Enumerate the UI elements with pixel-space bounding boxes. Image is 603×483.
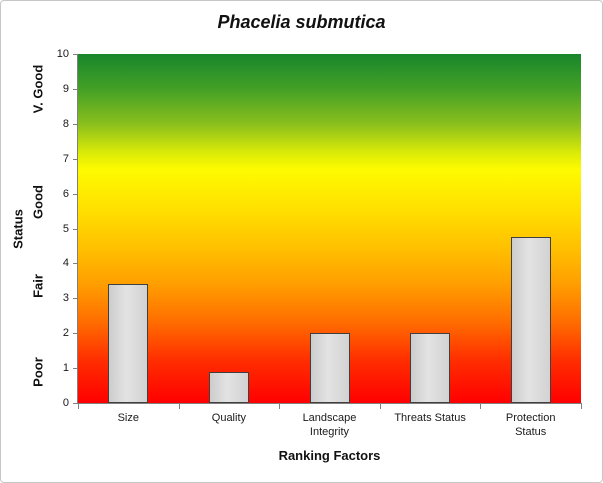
y-tick-label: 6 xyxy=(62,187,69,200)
y-tick-mark xyxy=(73,88,78,90)
y-tick-mark xyxy=(73,298,78,300)
y-tick-mark xyxy=(73,123,78,125)
y-tick-mark xyxy=(73,403,78,404)
y-tick-mark xyxy=(73,54,78,55)
y-tick-mark xyxy=(73,228,78,230)
y-tick-label: 2 xyxy=(62,327,69,340)
band-label-v-good: V. Good xyxy=(30,64,46,114)
y-tick-label: 7 xyxy=(62,152,69,165)
chart-title: Phacelia submutica xyxy=(217,12,386,32)
y-tick-label: 10 xyxy=(56,48,69,60)
bar-quality xyxy=(208,371,249,403)
y-tick-mark xyxy=(73,193,78,195)
y-tick-label: 1 xyxy=(62,362,69,375)
bar-landscape-integrity xyxy=(309,333,350,403)
y-tick-mark xyxy=(73,158,78,160)
x-category-label-quality: Quality xyxy=(211,412,247,424)
y-tick-label: 3 xyxy=(62,292,69,305)
x-tick-mark xyxy=(379,404,381,409)
x-axis-title: Ranking Factors xyxy=(278,448,381,463)
x-category-label-threats-status: Threats Status xyxy=(394,412,466,424)
band-label-good: Good xyxy=(30,185,46,220)
bar-threats-status xyxy=(410,333,451,403)
x-category-label-protection-status: Protection Status xyxy=(505,412,556,438)
x-category-label-size: Size xyxy=(117,412,139,424)
band-label-poor: Poor xyxy=(30,356,46,387)
x-tick-mark xyxy=(279,404,281,409)
y-tick-label: 4 xyxy=(62,257,69,270)
x-tick-mark xyxy=(78,404,79,409)
y-tick-mark xyxy=(73,368,78,370)
y-axis-title: Status xyxy=(10,209,26,249)
y-tick-label: 0 xyxy=(62,397,69,409)
x-category-label-landscape-integrity: Landscape Integrity xyxy=(302,412,357,438)
band-label-fair: Fair xyxy=(30,274,46,298)
y-tick-label: 5 xyxy=(62,222,69,235)
x-tick-mark xyxy=(480,404,482,409)
x-tick-mark xyxy=(581,404,582,409)
x-axis-line xyxy=(77,403,582,404)
y-tick-mark xyxy=(73,263,78,265)
bar-protection-status xyxy=(510,237,551,403)
y-tick-label: 9 xyxy=(62,82,69,95)
plot-area xyxy=(78,54,581,403)
y-tick-mark xyxy=(73,333,78,335)
bar-size xyxy=(108,284,149,403)
x-tick-mark xyxy=(178,404,180,409)
y-tick-label: 8 xyxy=(62,117,69,130)
